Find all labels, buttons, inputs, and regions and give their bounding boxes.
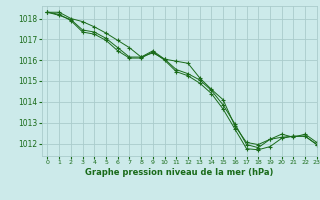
X-axis label: Graphe pression niveau de la mer (hPa): Graphe pression niveau de la mer (hPa) (85, 168, 273, 177)
